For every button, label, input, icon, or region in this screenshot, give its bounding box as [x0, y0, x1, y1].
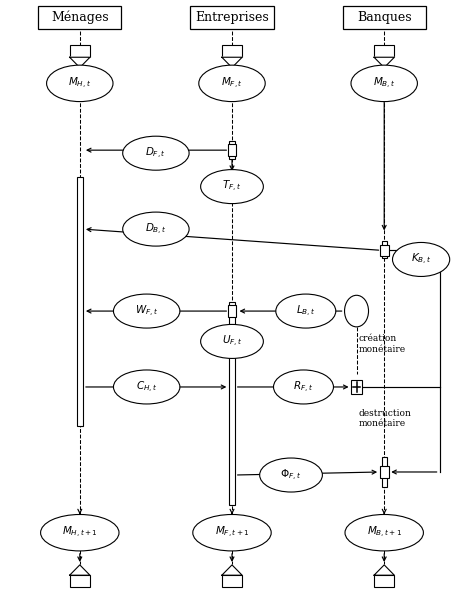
Ellipse shape [122, 136, 189, 170]
Polygon shape [221, 565, 242, 575]
Text: $M_{B,t+1}$: $M_{B,t+1}$ [366, 525, 401, 540]
Bar [221, 45, 242, 57]
Bar [373, 45, 394, 57]
Bar [342, 5, 425, 29]
Ellipse shape [275, 294, 335, 328]
Bar [229, 141, 234, 159]
Ellipse shape [40, 514, 119, 551]
Text: $D_{B,t}$: $D_{B,t}$ [145, 221, 166, 237]
Text: $\Phi_{F,t}$: $\Phi_{F,t}$ [280, 467, 301, 483]
Text: $R_{F,t}$: $R_{F,t}$ [293, 379, 313, 395]
Bar [229, 302, 234, 505]
Text: $U_{F,t}$: $U_{F,t}$ [221, 334, 242, 349]
Polygon shape [221, 57, 242, 68]
Text: $C_{H,t}$: $C_{H,t}$ [136, 379, 157, 395]
Bar [379, 245, 388, 256]
Text: $M_{F,t}$: $M_{F,t}$ [220, 76, 243, 91]
Text: $L_{B,t}$: $L_{B,t}$ [295, 304, 315, 318]
Text: $T_{F,t}$: $T_{F,t}$ [222, 179, 241, 194]
Bar [381, 241, 386, 257]
Polygon shape [69, 57, 90, 68]
Ellipse shape [392, 242, 449, 276]
Ellipse shape [46, 65, 113, 102]
Bar [379, 466, 388, 478]
Polygon shape [373, 57, 394, 68]
Polygon shape [69, 565, 90, 575]
Ellipse shape [259, 458, 322, 492]
Ellipse shape [273, 370, 333, 404]
Text: $K_{B,t}$: $K_{B,t}$ [410, 252, 431, 267]
Bar [69, 45, 90, 57]
Text: Banques: Banques [356, 11, 411, 24]
Text: Entreprises: Entreprises [195, 11, 268, 24]
Text: création
monétaire: création monétaire [358, 334, 405, 354]
Bar [77, 178, 82, 426]
Ellipse shape [193, 514, 270, 551]
Text: $D_{F,t}$: $D_{F,t}$ [145, 146, 166, 161]
Bar [190, 5, 273, 29]
Bar [38, 5, 121, 29]
Text: $M_{B,t}$: $M_{B,t}$ [372, 76, 395, 91]
Ellipse shape [113, 294, 180, 328]
Text: $M_{H,t}$: $M_{H,t}$ [68, 76, 91, 91]
Text: $M_{H,t+1}$: $M_{H,t+1}$ [62, 525, 98, 540]
Text: Ménages: Ménages [51, 10, 108, 24]
Bar [227, 145, 236, 156]
Bar [350, 380, 361, 393]
Bar [69, 575, 90, 587]
Ellipse shape [344, 514, 423, 551]
Bar [221, 575, 242, 587]
Ellipse shape [198, 65, 265, 102]
Ellipse shape [122, 212, 189, 246]
Text: $W_{F,t}$: $W_{F,t}$ [135, 304, 158, 318]
Ellipse shape [113, 370, 180, 404]
Ellipse shape [200, 325, 263, 359]
Polygon shape [373, 565, 394, 575]
Ellipse shape [350, 65, 417, 102]
Bar [373, 575, 394, 587]
Bar [227, 305, 236, 317]
Text: $M_{F,t+1}$: $M_{F,t+1}$ [214, 525, 249, 540]
Bar [381, 457, 386, 487]
Ellipse shape [200, 170, 263, 204]
Circle shape [344, 295, 368, 327]
Text: destruction
monétaire: destruction monétaire [358, 409, 411, 428]
